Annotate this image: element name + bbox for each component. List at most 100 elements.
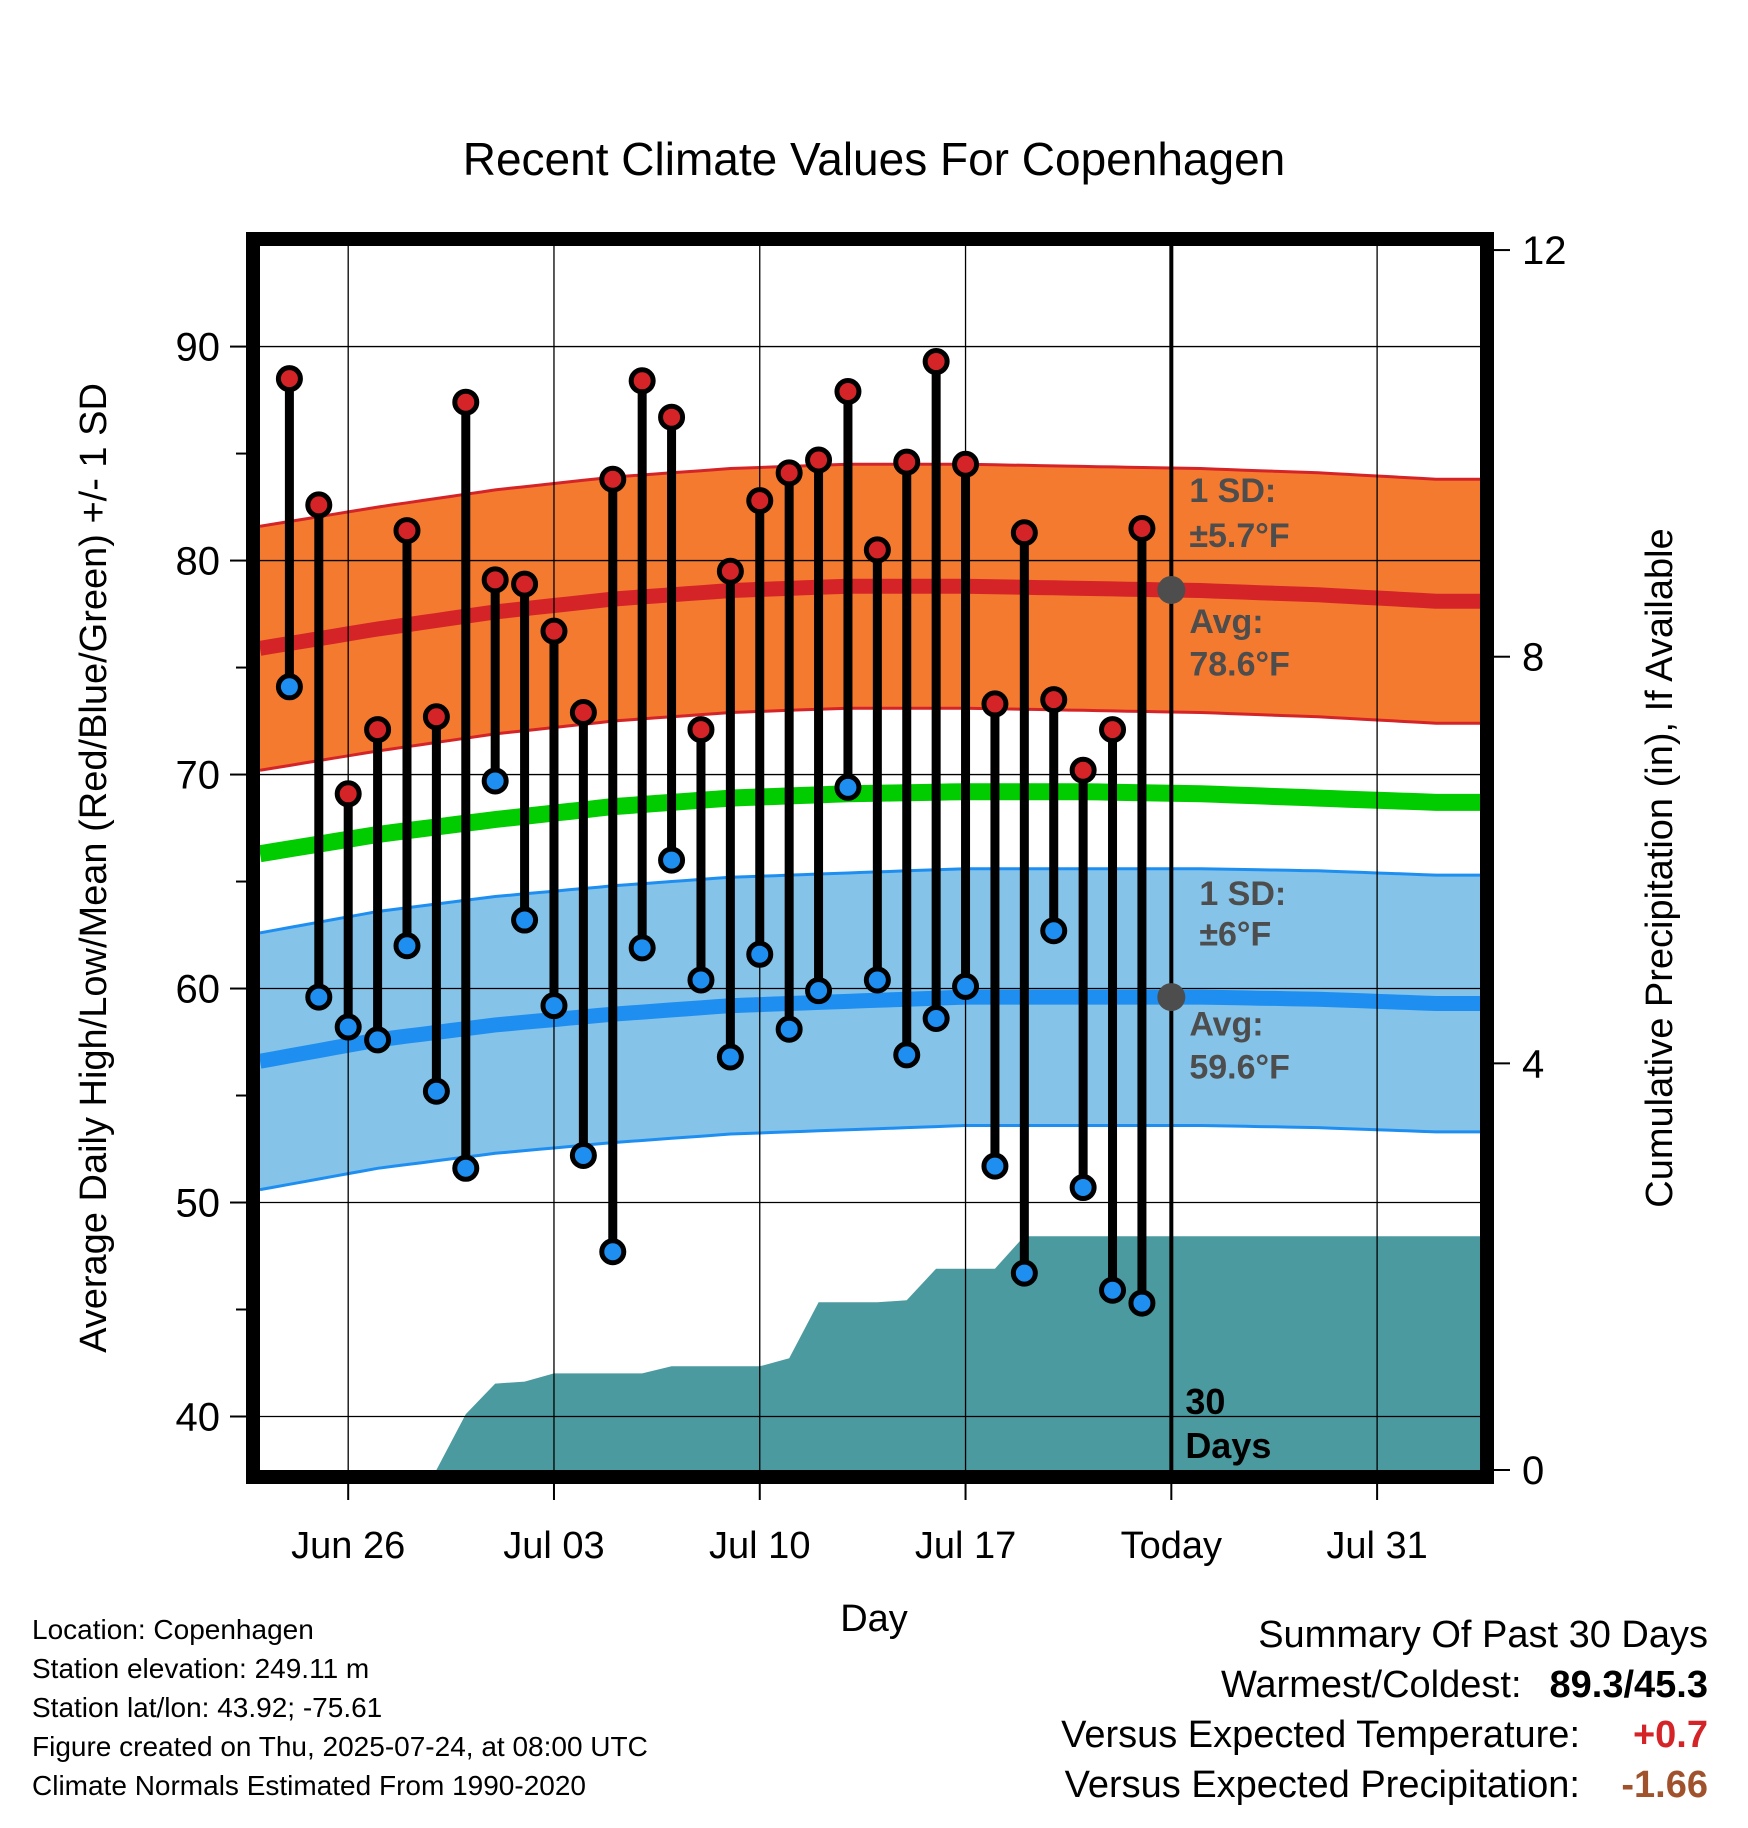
precip-anomaly-label: Versus Expected Precipitation: — [1064, 1764, 1580, 1806]
window-days-unit: Days — [1185, 1425, 1271, 1466]
station-info: Location: Copenhagen Station elevation: … — [32, 1610, 648, 1805]
daily-high-point — [1040, 686, 1068, 714]
temp-anomaly-value: +0.7 — [1632, 1714, 1708, 1756]
daily-low-point — [305, 983, 333, 1011]
daily-high-point — [1099, 716, 1127, 744]
location-text: Location: Copenhagen — [32, 1614, 314, 1645]
high-avg-value: 78.6°F — [1189, 646, 1290, 684]
y-tick-label: 80 — [176, 540, 221, 584]
daily-high-point — [599, 465, 627, 493]
y-axis-label: Average Daily High/Low/Mean (Red/Blue/Gr… — [73, 383, 115, 1353]
high-sd-value: ±5.7°F — [1189, 517, 1289, 555]
daily-high-point — [481, 566, 509, 594]
daily-low-point — [863, 966, 891, 994]
y2-tick-label: 4 — [1522, 1042, 1544, 1086]
daily-low-point — [805, 977, 833, 1005]
daily-high-point — [364, 716, 392, 744]
daily-low-point — [746, 940, 774, 968]
normal-low-today-marker — [1157, 983, 1186, 1012]
high-avg-label: Avg: — [1189, 603, 1263, 641]
normal-high-today-marker — [1157, 575, 1186, 604]
summary-title: Summary Of Past 30 Days — [1258, 1614, 1708, 1656]
daily-high-point — [775, 459, 803, 487]
axes: 40 50 60 70 80 90 0 4 8 12 Jun 26 Jul 03 Jul 10 Jul 1… — [176, 229, 1567, 1567]
daily-high-point — [422, 703, 450, 731]
daily-high-point — [628, 367, 656, 395]
daily-high-point — [1128, 514, 1156, 542]
y2-axis-label: Cumulative Precipitation (in), If Availa… — [1639, 528, 1681, 1207]
latlon-text: Station lat/lon: 43.92; -75.61 — [32, 1692, 383, 1723]
low-sd-value: ±6°F — [1199, 916, 1271, 954]
x-tick-label: Jul 10 — [709, 1525, 810, 1567]
daily-low-point — [687, 966, 715, 994]
daily-high-point — [805, 446, 833, 474]
daily-high-point — [863, 536, 891, 564]
daily-low-point — [834, 773, 862, 801]
y-tick-label: 40 — [176, 1396, 221, 1440]
daily-low-point — [422, 1077, 450, 1105]
x-tick-label: Jul 03 — [503, 1525, 604, 1567]
y-tick-label: 70 — [176, 754, 221, 798]
plot-frame — [246, 232, 1494, 1484]
daily-high-point — [922, 348, 950, 376]
daily-high-point — [716, 557, 744, 585]
daily-low-point — [393, 932, 421, 960]
daily-low-point — [716, 1043, 744, 1071]
precip-area — [436, 1236, 1480, 1470]
daily-low-point — [569, 1141, 597, 1169]
daily-low-point — [452, 1154, 480, 1182]
high-sd-label: 1 SD: — [1189, 472, 1276, 510]
daily-high-point — [540, 617, 568, 645]
daily-high-point — [452, 388, 480, 416]
daily-high-point — [952, 450, 980, 478]
daily-low-point — [1128, 1289, 1156, 1317]
daily-low-point — [540, 992, 568, 1020]
y2-tick-label: 0 — [1522, 1449, 1544, 1493]
y-tick-label: 60 — [176, 968, 221, 1012]
precip-anomaly-value: -1.66 — [1621, 1764, 1708, 1806]
low-sd-label: 1 SD: — [1199, 875, 1286, 913]
high-sd-band — [260, 464, 1480, 771]
daily-low-point — [893, 1041, 921, 1069]
daily-high-point — [893, 448, 921, 476]
daily-low-point — [275, 673, 303, 701]
daily-low-point — [1040, 917, 1068, 945]
low-sd-band — [260, 868, 1480, 1190]
low-avg-value: 59.6°F — [1189, 1048, 1290, 1086]
daily-high-point — [687, 716, 715, 744]
daily-low-point — [334, 1013, 362, 1041]
created-text: Figure created on Thu, 2025-07-24, at 08… — [32, 1731, 648, 1762]
elevation-text: Station elevation: 249.11 m — [32, 1653, 370, 1684]
daily-low-point — [511, 906, 539, 934]
daily-low-point — [364, 1026, 392, 1054]
warmest-coldest-label: Warmest/Coldest: — [1220, 1664, 1522, 1706]
temp-anomaly-label: Versus Expected Temperature: — [1061, 1714, 1580, 1756]
daily-high-point — [275, 365, 303, 393]
daily-high-point — [834, 378, 862, 406]
daily-low-point — [952, 972, 980, 1000]
daily-low-point — [628, 934, 656, 962]
daily-high-point — [305, 491, 333, 519]
low-avg-label: Avg: — [1189, 1006, 1263, 1044]
daily-low-point — [922, 1004, 950, 1032]
daily-low-point — [658, 846, 686, 874]
chart-title: Recent Climate Values For Copenhagen — [463, 133, 1286, 185]
daily-high-point — [334, 780, 362, 808]
daily-low-point — [1099, 1276, 1127, 1304]
x-tick-label: Jul 17 — [915, 1525, 1016, 1567]
daily-low-point — [481, 767, 509, 795]
x-tick-label: Today — [1121, 1525, 1222, 1567]
daily-low-point — [1010, 1259, 1038, 1287]
daily-low-point — [1069, 1174, 1097, 1202]
daily-high-point — [1010, 519, 1038, 547]
daily-high-point — [981, 690, 1009, 718]
y2-tick-label: 12 — [1522, 229, 1567, 273]
normals-text: Climate Normals Estimated From 1990-2020 — [32, 1770, 586, 1801]
daily-high-point — [393, 517, 421, 545]
y2-tick-label: 8 — [1522, 636, 1544, 680]
y-tick-label: 50 — [176, 1182, 221, 1226]
x-tick-label: Jul 31 — [1326, 1525, 1427, 1567]
daily-low-point — [981, 1152, 1009, 1180]
daily-low-point — [775, 1015, 803, 1043]
